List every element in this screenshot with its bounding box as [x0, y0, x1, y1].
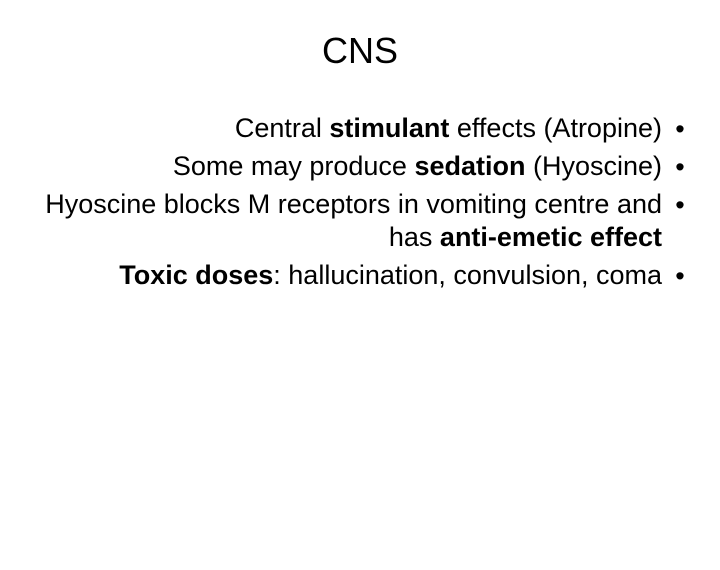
bullet-text-1: Some may produce sedation (Hyoscine)	[30, 150, 670, 184]
slide-content: Central stimulant effects (Atropine) • S…	[0, 112, 720, 293]
bullet-item: Central stimulant effects (Atropine) •	[30, 112, 690, 146]
bullet-item: Some may produce sedation (Hyoscine) •	[30, 150, 690, 184]
bullet-marker: •	[670, 259, 690, 292]
bullet-marker: •	[670, 150, 690, 183]
bullet-text-0: Central stimulant effects (Atropine)	[30, 112, 670, 146]
bullet-text-3: Toxic doses: hallucination, convulsion, …	[30, 259, 670, 293]
bullet-marker: •	[670, 112, 690, 145]
bullet-item: Toxic doses: hallucination, convulsion, …	[30, 259, 690, 293]
bullet-item: Hyoscine blocks M receptors in vomiting …	[30, 188, 690, 256]
bullet-text-2: Hyoscine blocks M receptors in vomiting …	[30, 188, 670, 256]
bullet-marker: •	[670, 188, 690, 221]
slide-title: CNS	[0, 30, 720, 72]
